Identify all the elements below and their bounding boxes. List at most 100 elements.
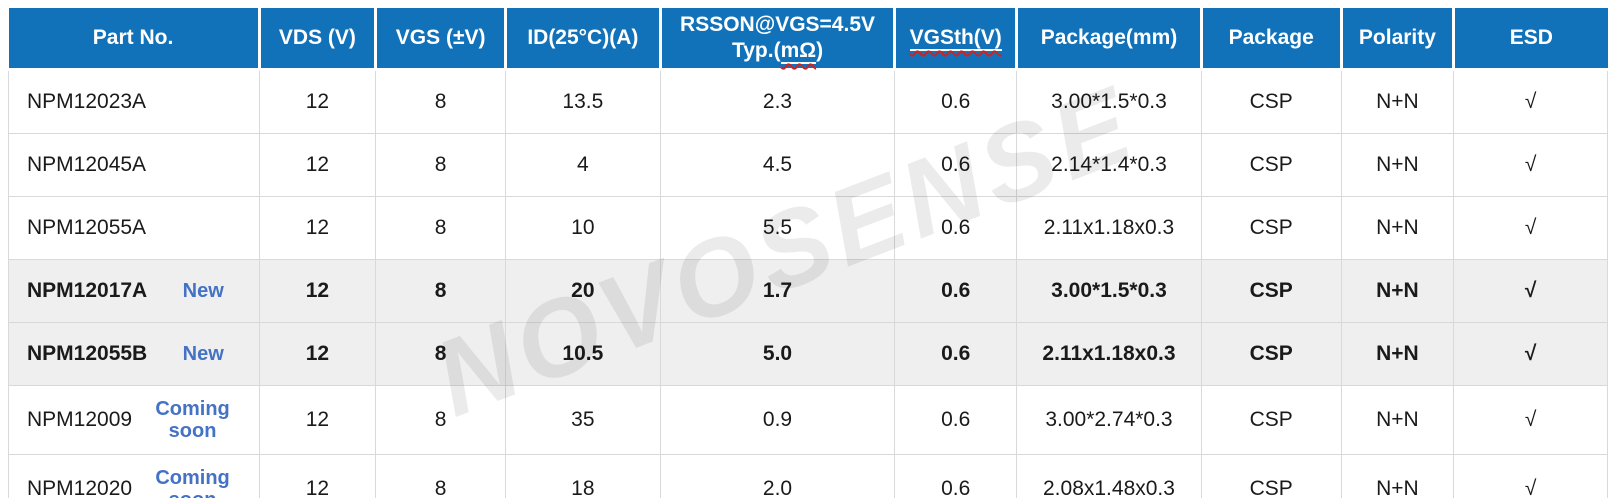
- part-no-cell: NPM12023A: [8, 69, 260, 134]
- package-cell: CSP: [1200, 259, 1342, 323]
- rsson-cell: 0.9: [659, 385, 896, 455]
- esd-check-cell: √: [1453, 196, 1608, 260]
- part-wrap: NPM12017A New: [9, 279, 259, 303]
- part-no-cell: NPM12045A: [8, 133, 260, 197]
- part-no-cell: NPM12020 Coming soon: [8, 454, 260, 498]
- package-mm-cell: 3.00*1.5*0.3: [1016, 69, 1202, 134]
- vgs-cell: 8: [375, 322, 506, 386]
- rsson-cell: 2.0: [659, 454, 896, 498]
- id-cell: 13.5: [504, 69, 661, 134]
- package-mm-cell: 2.14*1.4*0.3: [1016, 133, 1202, 197]
- header-id: ID(25°C)(A): [503, 8, 662, 71]
- vgsth-cell: 0.6: [894, 385, 1018, 455]
- part-no-cell: NPM12017A New: [8, 259, 260, 323]
- part-wrap: NPM12020 Coming soon: [9, 467, 259, 498]
- esd-check-cell: √: [1453, 454, 1608, 498]
- package-mm-cell: 2.08x1.48x0.3: [1016, 454, 1202, 498]
- part-no-cell: NPM12055A: [8, 196, 260, 260]
- vgsth-cell: 0.6: [894, 69, 1018, 134]
- header-vgsth-label: VGSth(V): [909, 25, 1002, 51]
- part-wrap: NPM12055B New: [9, 342, 259, 366]
- id-cell: 10.5: [504, 322, 661, 386]
- coming-soon-tag: Coming soon: [155, 466, 230, 498]
- vgsth-cell: 0.6: [894, 259, 1018, 323]
- part-number: NPM12045A: [27, 153, 147, 176]
- mosfet-spec-table: Part No. VDS (V) VGS (±V) ID(25°C)(A) RS…: [8, 8, 1608, 498]
- vgsth-cell: 0.6: [894, 454, 1018, 498]
- part-wrap: NPM12023A: [9, 90, 259, 114]
- table-body: NPM12023A 12 8 13.5 2.3 0.6 3.00*1.5*0.3…: [8, 69, 1608, 498]
- esd-check-cell: √: [1453, 69, 1608, 134]
- polarity-cell: N+N: [1340, 133, 1455, 197]
- header-esd: ESD: [1452, 8, 1608, 71]
- id-cell: 10: [504, 196, 661, 260]
- vgs-cell: 8: [375, 385, 506, 455]
- vds-cell: 12: [258, 133, 377, 197]
- vds-cell: 12: [258, 196, 377, 260]
- id-cell: 18: [504, 454, 661, 498]
- header-rsson-line2-prefix: Typ.(: [731, 39, 781, 62]
- table-row: NPM12009 Coming soon 12 8 35 0.9 0.6 3.0…: [8, 385, 1608, 455]
- esd-check-cell: √: [1453, 259, 1608, 323]
- part-number: NPM12020: [27, 477, 133, 498]
- header-polarity: Polarity: [1339, 8, 1456, 71]
- package-cell: CSP: [1200, 69, 1342, 134]
- package-cell: CSP: [1200, 454, 1342, 498]
- part-number: NPM12009: [27, 408, 133, 431]
- part-no-cell: NPM12009 Coming soon: [8, 385, 260, 455]
- rsson-cell: 1.7: [659, 259, 896, 323]
- coming-soon-tag: Coming soon: [155, 397, 230, 442]
- header-row: Part No. VDS (V) VGS (±V) ID(25°C)(A) RS…: [8, 8, 1608, 71]
- vds-cell: 12: [258, 322, 377, 386]
- polarity-cell: N+N: [1340, 385, 1455, 455]
- table-row: NPM12020 Coming soon 12 8 18 2.0 0.6 2.0…: [8, 454, 1608, 498]
- spec-table-wrapper: Part No. VDS (V) VGS (±V) ID(25°C)(A) RS…: [8, 8, 1608, 498]
- rsson-cell: 2.3: [659, 69, 896, 134]
- package-mm-cell: 3.00*1.5*0.3: [1016, 259, 1202, 323]
- package-cell: CSP: [1200, 322, 1342, 386]
- part-number: NPM12055A: [27, 216, 147, 239]
- vds-cell: 12: [258, 454, 377, 498]
- part-wrap: NPM12009 Coming soon: [9, 398, 259, 443]
- table-row-highlighted: NPM12055B New 12 8 10.5 5.0 0.6 2.11x1.1…: [8, 322, 1608, 386]
- vgsth-cell: 0.6: [894, 322, 1018, 386]
- polarity-cell: N+N: [1340, 259, 1455, 323]
- part-wrap: NPM12055A: [9, 216, 259, 240]
- header-package-mm: Package(mm): [1015, 8, 1203, 71]
- esd-check-cell: √: [1453, 322, 1608, 386]
- package-mm-cell: 2.11x1.18x0.3: [1016, 196, 1202, 260]
- vds-cell: 12: [258, 385, 377, 455]
- header-vgsth: VGSth(V): [893, 8, 1019, 71]
- polarity-cell: N+N: [1340, 454, 1455, 498]
- polarity-cell: N+N: [1340, 69, 1455, 134]
- header-rsson-line1: RSSON@VGS=4.5V: [680, 12, 875, 36]
- header-rsson-line2-suffix: ): [816, 39, 824, 62]
- polarity-cell: N+N: [1340, 322, 1455, 386]
- rsson-cell: 5.5: [659, 196, 896, 260]
- polarity-cell: N+N: [1340, 196, 1455, 260]
- new-tag: New: [182, 342, 224, 365]
- vgsth-cell: 0.6: [894, 196, 1018, 260]
- package-cell: CSP: [1200, 133, 1342, 197]
- vgs-cell: 8: [375, 259, 506, 323]
- part-wrap: NPM12045A: [9, 153, 259, 177]
- rsson-cell: 5.0: [659, 322, 896, 386]
- vgs-cell: 8: [375, 133, 506, 197]
- header-rsson: RSSON@VGS=4.5V Typ.(mΩ): [658, 8, 897, 71]
- vgsth-cell: 0.6: [894, 133, 1018, 197]
- id-cell: 35: [504, 385, 661, 455]
- part-number: NPM12017A: [27, 279, 148, 302]
- package-cell: CSP: [1200, 385, 1342, 455]
- table-row: NPM12055A 12 8 10 5.5 0.6 2.11x1.18x0.3 …: [8, 196, 1608, 260]
- part-no-cell: NPM12055B New: [8, 322, 260, 386]
- package-mm-cell: 2.11x1.18x0.3: [1016, 322, 1202, 386]
- id-cell: 20: [504, 259, 661, 323]
- header-rsson-misspelled-word: mΩ: [780, 39, 817, 64]
- rsson-cell: 4.5: [659, 133, 896, 197]
- table-row: NPM12045A 12 8 4 4.5 0.6 2.14*1.4*0.3 CS…: [8, 133, 1608, 197]
- vds-cell: 12: [258, 259, 377, 323]
- vgs-cell: 8: [375, 454, 506, 498]
- header-vgs: VGS (±V): [374, 8, 507, 71]
- id-cell: 4: [504, 133, 661, 197]
